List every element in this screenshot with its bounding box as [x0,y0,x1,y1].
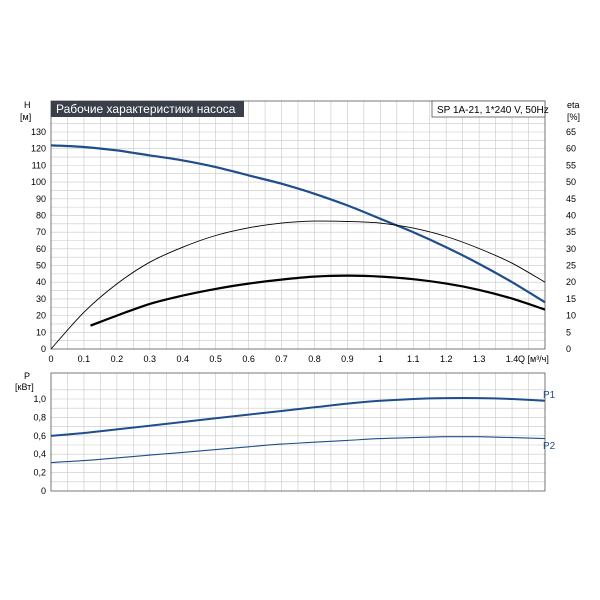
y-right-tick-label: 30 [566,244,576,254]
y-right-tick-label: 35 [566,227,576,237]
x-tick-label: 1.2 [440,354,453,364]
y-left-tick-label: 0 [41,344,46,354]
x-tick-label: 0.3 [144,354,157,364]
y-right-tick-label: 50 [566,177,576,187]
x-tick-label: 1.1 [407,354,420,364]
efficiency-curve-thin [50,220,546,350]
model-label: SP 1A-21, 1*240 V, 50Hz [437,105,549,116]
y-right-label: eta [567,100,580,110]
bottom-chart-series [50,396,546,464]
top-chart-ticks: 0102030405060708090100110120130051015202… [31,127,576,364]
y-right-tick-label: 0 [566,344,571,354]
power-tick-label: 0,6 [33,431,46,441]
series-label-p2: P2 [543,441,556,452]
y-left-tick-label: 40 [36,277,46,287]
model-box [431,100,546,118]
y-left-tick-label: 20 [36,311,46,321]
power-curve-p1 [50,396,546,437]
efficiency-curve-thick [90,274,546,327]
power-tick-label: 0 [41,486,46,496]
power-tick-label: 1,0 [33,394,46,404]
bottom-chart-grid [51,373,545,491]
x-tick-label: 0.1 [78,354,91,364]
power-tick-label: 0,4 [33,449,46,459]
power-curve-p2 [50,436,546,464]
y-left-tick-label: 120 [31,144,46,154]
x-tick-label: 1.3 [473,354,486,364]
y-right-tick-label: 5 [566,327,571,337]
series-label-p1: P1 [543,390,556,401]
y-right-tick-label: 10 [566,311,576,321]
power-axis-label: P [24,371,30,381]
y-left-tick-label: 30 [36,294,46,304]
y-right-tick-label: 45 [566,194,576,204]
x-tick-label: 1.4 [506,354,519,364]
x-tick-label: 0.2 [111,354,124,364]
y-left-tick-label: 90 [36,194,46,204]
y-right-tick-label: 40 [566,210,576,220]
y-left-tick-label: 80 [36,210,46,220]
bottom-chart-ticks: 0 0,2 0,4 0,6 0,8 1,0 [33,394,46,496]
y-right-unit: [%] [567,112,580,122]
y-right-tick-label: 65 [566,127,576,137]
y-left-tick-label: 130 [31,127,46,137]
top-chart-series [50,144,546,350]
y-right-tick-label: 20 [566,277,576,287]
x-tick-label: 0.7 [275,354,288,364]
head-curve [50,144,546,304]
power-tick-label: 0,2 [33,468,46,478]
power-tick-label: 0,8 [33,412,46,422]
y-right-tick-label: 60 [566,144,576,154]
y-left-tick-label: 110 [32,160,46,170]
y-right-tick-label: 25 [566,261,576,271]
x-tick-label: 0 [48,354,53,364]
bottom-chart-frame [50,372,546,492]
x-tick-label: 0.4 [176,354,189,364]
y-right-tick-label: 15 [566,294,576,304]
x-axis-label: Q [м³/ч] [518,354,549,364]
y-left-tick-label: 10 [36,327,46,337]
x-tick-label: 0.8 [308,354,321,364]
x-tick-label: 0.9 [341,354,354,364]
y-left-tick-label: 100 [31,177,46,187]
power-axis-unit: [кВт] [15,382,34,392]
y-left-tick-label: 70 [36,227,46,237]
y-left-tick-label: 60 [36,244,46,254]
x-tick-label: 1 [378,354,383,364]
x-tick-label: 0.5 [209,354,222,364]
chart-title: Рабочие характеристики насоса [56,102,236,116]
y-right-tick-label: 55 [566,160,576,170]
top-chart-frame [50,100,546,350]
y-left-tick-label: 50 [36,261,46,271]
y-left-label: H [24,100,31,110]
title-box [51,101,244,117]
x-tick-label: 0.6 [242,354,255,364]
y-left-unit: [м] [20,112,31,122]
